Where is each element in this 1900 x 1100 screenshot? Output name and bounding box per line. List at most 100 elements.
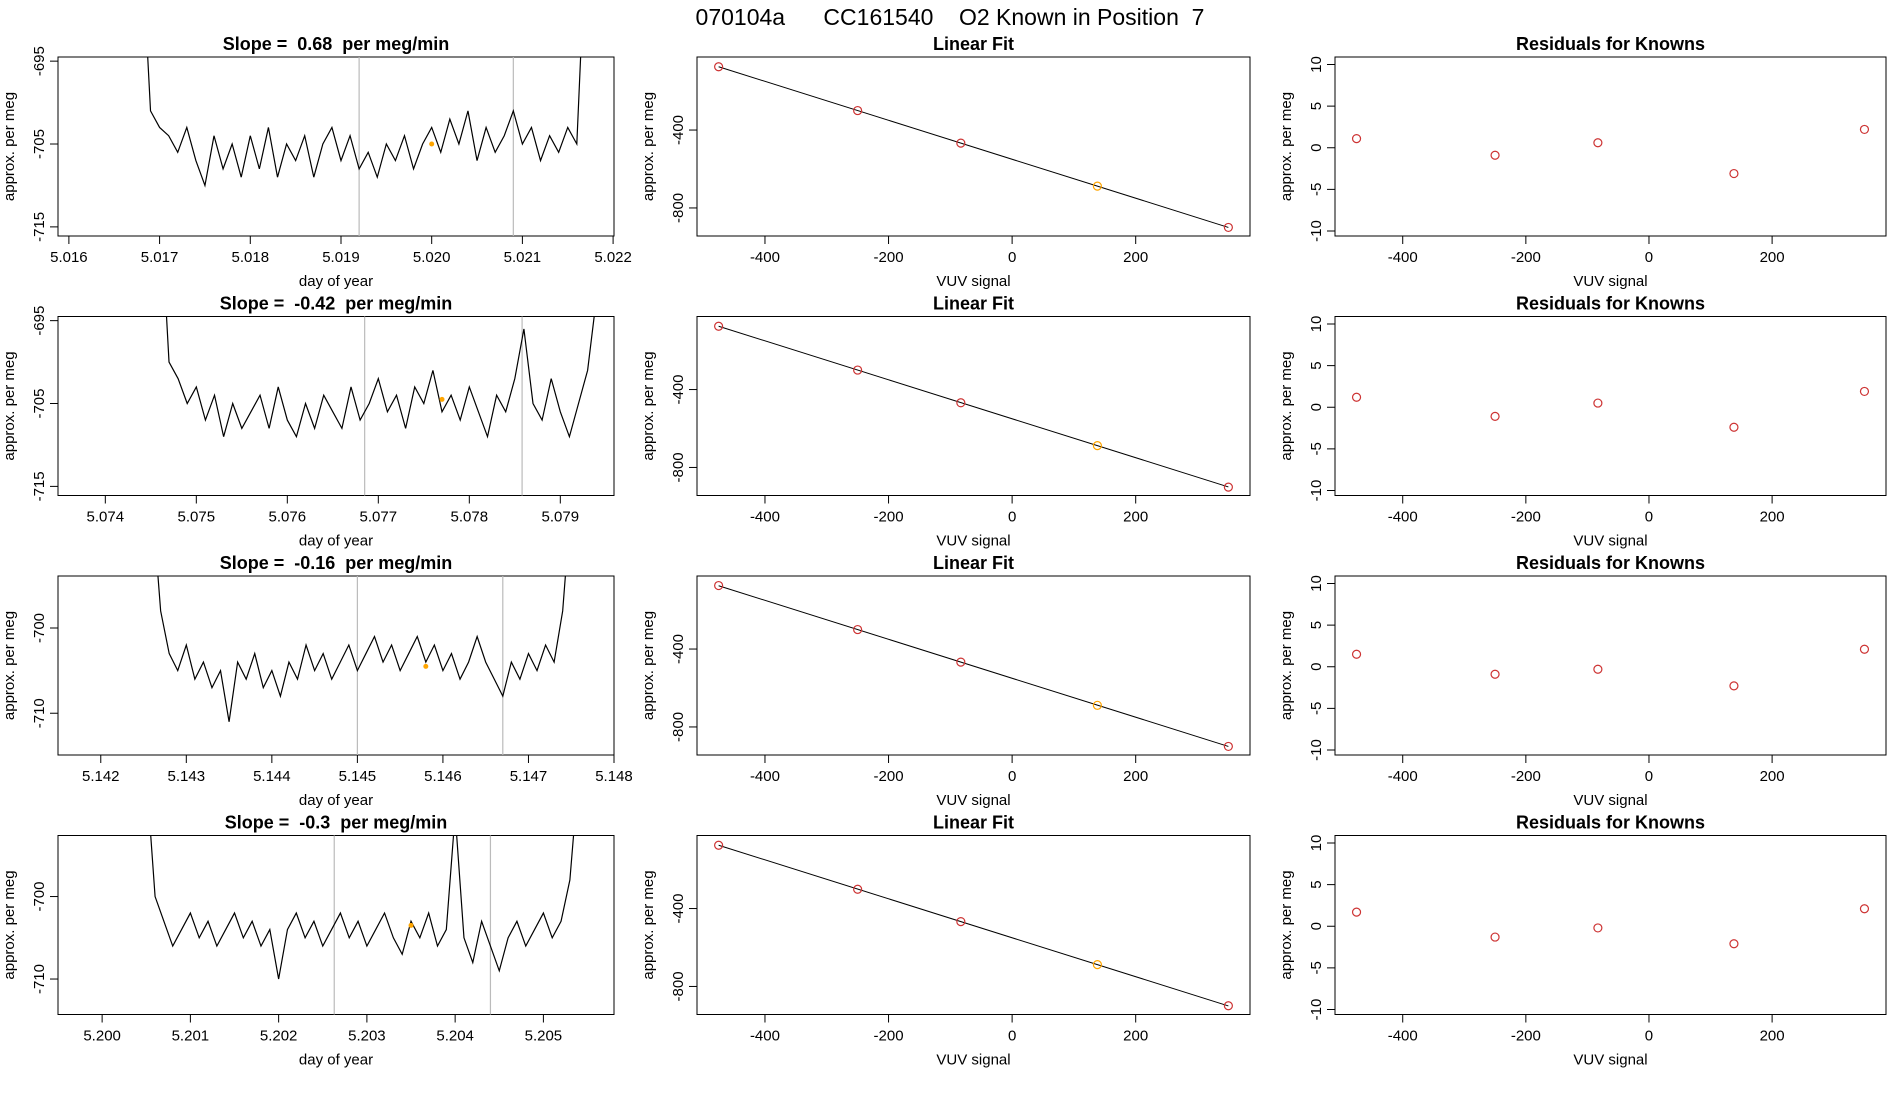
x-tick-label: 5.148 [595, 768, 633, 785]
x-axis-label: VUV signal [1573, 533, 1647, 550]
x-tick-label: 200 [1123, 768, 1148, 785]
point [1729, 168, 1739, 179]
x-tick-label: 200 [1123, 509, 1148, 526]
y-tick-label: -705 [31, 129, 48, 159]
x-tick-label: 5.076 [269, 509, 307, 526]
panel-title: Slope = -0.3 per meg/min [225, 813, 448, 833]
main-title: 070104a CC161540 O2 Known in Position 7 [696, 4, 1205, 30]
y-tick-label: -710 [31, 698, 48, 728]
panel: Slope = -0.16 per meg/min day of year appr… [1, 553, 633, 809]
point [853, 105, 863, 116]
x-axis-label: day of year [299, 533, 373, 550]
y-tick-label: 10 [1308, 575, 1325, 592]
y-tick-label: -5 [1308, 702, 1325, 715]
x-tick-label: 0 [1008, 249, 1016, 266]
point [1223, 741, 1233, 752]
plot-frame [696, 835, 1251, 1015]
x-tick-label: -400 [1388, 249, 1418, 266]
x-tick-label: 5.200 [83, 1028, 121, 1045]
point [956, 398, 966, 408]
series-line [150, 835, 575, 980]
point [1859, 644, 1870, 654]
point [956, 138, 966, 148]
plot-area [714, 321, 1233, 492]
y-tick-label: -400 [670, 375, 687, 405]
y-axis-label: approx. per meg [1278, 351, 1295, 460]
x-tick-label: -400 [1388, 768, 1418, 785]
y-tick-label: -400 [670, 115, 687, 145]
y-axis-label: approx. per meg [640, 351, 657, 460]
x-tick-label: 5.077 [360, 509, 398, 526]
y-axis-label: approx. per meg [1, 611, 18, 720]
y-tick-label: 0 [1308, 144, 1325, 152]
x-tick-label: 5.017 [141, 249, 179, 266]
plot-frame [57, 575, 615, 756]
x-tick-label: 5.016 [50, 249, 88, 266]
y-axis-label: approx. per meg [640, 870, 657, 979]
plot-frame [696, 575, 1251, 756]
x-tick-label: -400 [750, 509, 780, 526]
x-axis-label: VUV signal [1573, 792, 1647, 809]
x-tick-label: 0 [1645, 509, 1653, 526]
panel-title: Residuals for Knowns [1516, 34, 1705, 54]
panel-title: Slope = -0.42 per meg/min [220, 294, 453, 314]
x-tick-label: 200 [1760, 1028, 1785, 1045]
x-tick-label: 0 [1645, 1028, 1653, 1045]
x-tick-label: 5.018 [232, 249, 270, 266]
x-axis-label: day of year [299, 273, 373, 290]
panel: Residuals for Knowns VUV signal approx. pe… [1278, 294, 1887, 550]
point [1593, 923, 1603, 933]
x-tick-label: 5.078 [451, 509, 489, 526]
x-tick-label: -400 [750, 1028, 780, 1045]
point [1351, 133, 1362, 144]
panel-title: Linear Fit [933, 34, 1014, 54]
y-axis-label: approx. per meg [1278, 611, 1295, 720]
x-axis-label: day of year [299, 792, 373, 809]
y-tick-label: 5 [1308, 880, 1325, 888]
plot-area [1351, 124, 1870, 179]
x-tick-label: 5.205 [525, 1028, 563, 1045]
panel: Slope = -0.3 per meg/min day of year appro… [1, 813, 615, 1069]
panel-title: Linear Fit [933, 813, 1014, 833]
point [1490, 669, 1500, 679]
x-tick-label: 5.201 [172, 1028, 210, 1045]
y-tick-label: -710 [31, 964, 48, 994]
panel-title: Slope = -0.16 per meg/min [220, 553, 453, 573]
x-tick-label: 5.145 [339, 768, 377, 785]
panel: Linear Fit VUV signal approx. per meg -400 -… [640, 294, 1251, 550]
point [1729, 939, 1739, 949]
x-axis-label: VUV signal [1573, 1052, 1647, 1069]
panel: Residuals for Knowns VUV signal approx. pe… [1278, 34, 1887, 290]
panel: Linear Fit VUV signal approx. per meg -400 -… [640, 813, 1251, 1069]
point [1223, 1001, 1233, 1011]
y-tick-label: -700 [31, 882, 48, 912]
panel: Residuals for Knowns VUV signal approx. pe… [1278, 553, 1887, 809]
highlight-point [429, 141, 435, 147]
x-tick-label: -400 [1388, 509, 1418, 526]
y-axis-label: approx. per meg [640, 611, 657, 720]
y-axis-label: approx. per meg [1, 870, 18, 979]
point [1092, 181, 1102, 191]
y-tick-label: -5 [1308, 442, 1325, 455]
y-tick-label: -700 [31, 613, 48, 643]
panel: Linear Fit VUV signal approx. per meg -400 -… [640, 34, 1251, 290]
x-tick-label: -200 [1511, 1028, 1541, 1045]
x-tick-label: -200 [874, 249, 904, 266]
point [1593, 398, 1603, 408]
highlight-point [439, 396, 445, 402]
x-tick-label: 5.021 [504, 249, 542, 266]
point [1859, 386, 1870, 397]
point [853, 624, 863, 635]
y-tick-label: -10 [1308, 480, 1325, 502]
x-axis-label: day of year [299, 1052, 373, 1069]
x-tick-label: 5.147 [510, 768, 548, 785]
y-tick-label: 10 [1308, 835, 1325, 852]
plot-frame [1334, 575, 1887, 756]
x-tick-label: -400 [750, 249, 780, 266]
plot-frame [57, 56, 615, 237]
panel: Slope = -0.42 per meg/min day of year appr… [1, 294, 615, 550]
panel-title: Residuals for Knowns [1516, 294, 1705, 314]
plot-area [1351, 644, 1870, 691]
